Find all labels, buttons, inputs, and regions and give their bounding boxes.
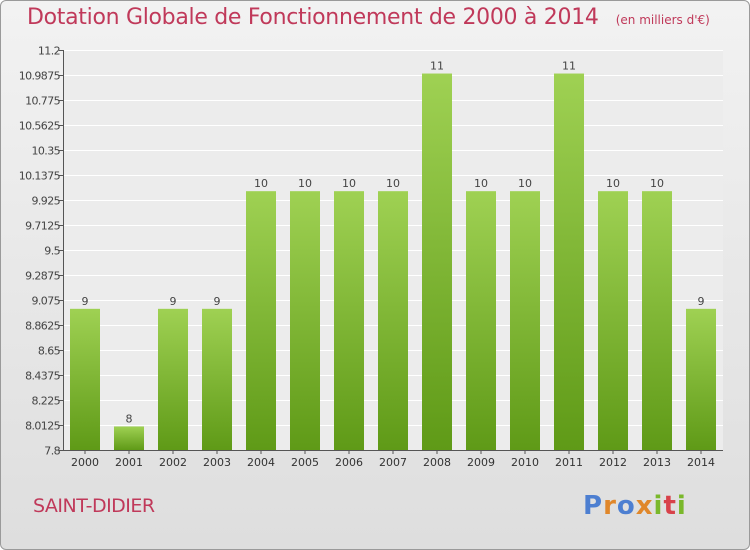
bar-value-label: 10 [650,177,664,190]
x-tick-label: 2003 [203,456,231,469]
y-tick-label: 8.8625 [25,320,60,333]
brand-letter: r [603,491,617,521]
x-tick-label: 2008 [423,456,451,469]
y-tick-label: 11.2 [38,45,60,58]
y-tick-label: 9.075 [32,295,61,308]
brand-logo[interactable]: Proxiti [583,491,687,521]
bar-value-label: 9 [214,295,221,308]
y-tick-label: 10.5625 [19,120,61,133]
y-tick-label: 8.0125 [25,420,60,433]
y-tick-label: 9.925 [32,195,61,208]
bar-value-label: 8 [126,412,133,425]
x-tick-label: 2007 [379,456,407,469]
bar [202,308,232,450]
x-tick-label: 2000 [71,456,99,469]
y-tick-label: 9.7125 [25,220,60,233]
bar-value-label: 9 [82,295,89,308]
commune-name: SAINT-DIDIER [33,495,155,517]
y-tick-label: 9.5 [44,245,60,258]
bar-value-label: 10 [474,177,488,190]
bar [510,191,540,451]
y-tick-label: 7.8 [44,445,60,458]
y-tick-label: 9.2875 [25,270,60,283]
bar [246,191,276,451]
bar-value-label: 10 [342,177,356,190]
bar [422,73,452,450]
bar [158,308,188,450]
bar [378,191,408,451]
title-row: Dotation Globale de Fonctionnement de 20… [27,5,710,30]
bar-value-label: 10 [386,177,400,190]
bar [642,191,672,451]
x-tick-label: 2014 [687,456,715,469]
axes [59,50,723,454]
brand-letter: o [616,491,636,521]
x-tick-label: 2013 [643,456,671,469]
brand-letter: i [676,491,687,521]
bar-value-label: 10 [518,177,532,190]
bar-value-label: 9 [170,295,177,308]
bar-value-label: 11 [430,60,444,73]
bar-value-label: 9 [698,295,705,308]
bar [686,308,716,450]
x-tick-label: 2006 [335,456,363,469]
bar [290,191,320,451]
brand-letter: P [583,491,604,521]
bar-value-label: 10 [606,177,620,190]
chart-subtitle: (en milliers d'€) [615,13,710,27]
bar [466,191,496,451]
x-tick-label: 2010 [511,456,539,469]
x-tick-label: 2004 [247,456,275,469]
bar-value-label: 11 [562,60,576,73]
x-tick-label: 2002 [159,456,187,469]
x-tick-label: 2012 [599,456,627,469]
x-tick-label: 2005 [291,456,319,469]
y-tick-label: 8.4375 [25,370,60,383]
bars [70,73,716,451]
y-tick-label: 10.1375 [19,170,61,183]
bar-value-label: 10 [298,177,312,190]
x-tick-label: 2011 [555,456,583,469]
x-tick-label: 2009 [467,456,495,469]
y-tick-label: 10.9875 [19,70,61,83]
bar [554,73,584,450]
bar-value-label: 10 [254,177,268,190]
brand-letter: t [663,491,677,521]
y-tick-label: 10.35 [32,145,61,158]
brand-letter: i [653,491,664,521]
y-tick-label: 10.775 [25,95,60,108]
brand-letter: x [635,491,654,521]
bar [70,308,100,450]
bar [334,191,364,451]
chart-title: Dotation Globale de Fonctionnement de 20… [27,5,599,30]
y-tick-label: 8.65 [38,345,61,358]
bar [598,191,628,451]
y-tick-label: 8.225 [32,395,61,408]
bar [114,426,144,450]
labels: 7.8 8.0125 8.225 8.4375 8.65 8.8625 9.075 9.287… [19,45,715,470]
x-tick-label: 2001 [115,456,143,469]
